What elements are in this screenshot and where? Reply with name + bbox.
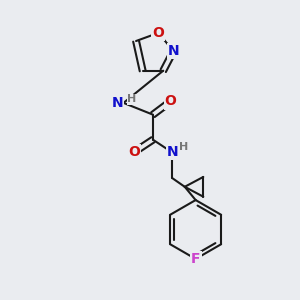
Text: H: H <box>127 94 136 104</box>
Text: O: O <box>128 146 140 159</box>
Text: N: N <box>112 96 123 110</box>
Text: N: N <box>168 44 179 58</box>
Text: F: F <box>191 252 200 266</box>
Text: N: N <box>166 146 178 159</box>
Text: O: O <box>165 94 176 108</box>
Text: H: H <box>178 142 188 152</box>
Text: O: O <box>152 26 164 40</box>
